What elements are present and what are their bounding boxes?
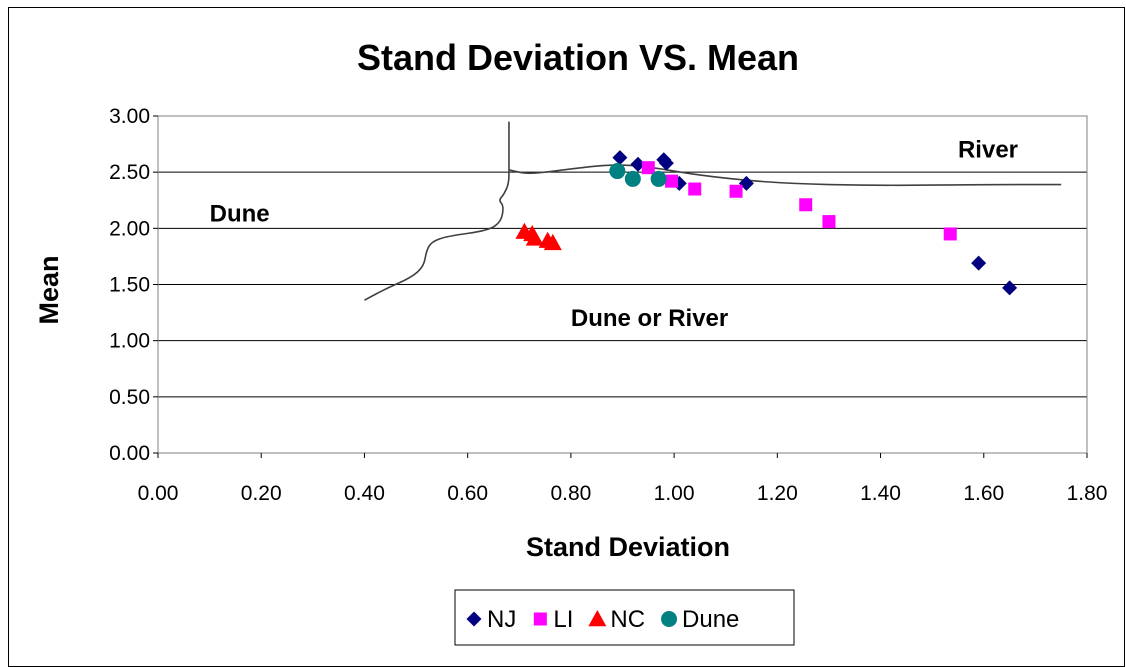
x-tick-label: 1.00 [654, 482, 695, 505]
nc-point [525, 229, 544, 246]
y-axis-title: Mean [34, 255, 64, 324]
annotation-dune: Dune [210, 201, 270, 228]
legend-label-dune: Dune [682, 606, 739, 633]
legend: NJ LI NC Dune [454, 589, 795, 646]
x-tick-label: 0.40 [344, 482, 385, 505]
annotation-river: River [958, 137, 1018, 164]
nc-point [543, 233, 562, 251]
legend-label-li: LI [553, 606, 573, 633]
x-tick-label: 1.80 [1067, 482, 1108, 505]
nj-point [612, 150, 628, 166]
dune-point [650, 170, 667, 187]
nj-point [1002, 280, 1018, 296]
li-point [943, 227, 957, 241]
li-point [688, 182, 702, 196]
x-tick-label: 0.20 [241, 482, 282, 505]
region-annotations: River Dune Dune or River [210, 137, 1018, 333]
y-tick-label: 2.00 [109, 217, 150, 240]
x-tick-label: 1.60 [963, 482, 1004, 505]
legend-label-nj: NJ [487, 606, 516, 633]
boundary-line-2 [508, 164, 1062, 187]
li-point [729, 184, 743, 198]
legend-box [454, 589, 795, 646]
dune-point [609, 163, 626, 180]
x-axis-title: Stand Deviation [526, 532, 730, 562]
legend-marker-li [533, 612, 547, 626]
nj-point [630, 156, 646, 172]
dune-point [624, 170, 641, 187]
boundary-lines [364, 121, 1062, 301]
li-point [641, 161, 655, 175]
chart-title: Stand Deviation VS. Mean [357, 37, 799, 78]
li-point [799, 198, 813, 212]
y-tick-label: 0.50 [109, 386, 150, 409]
legend-label-nc: NC [610, 606, 645, 633]
nj-point [658, 155, 674, 171]
li-point [665, 174, 679, 188]
y-tick-label: 0.00 [109, 442, 150, 465]
x-tick-label: 0.60 [447, 482, 488, 505]
legend-marker-nj [466, 611, 482, 627]
x-tick-label: 1.20 [757, 482, 798, 505]
tick-labels: 0.00 0.50 1.00 1.50 2.00 2.50 3.00 0.00 0.20 0.40… [109, 105, 1107, 505]
y-tick-label: 3.00 [109, 105, 150, 128]
y-tick-label: 2.50 [109, 161, 150, 184]
legend-marker-dune [661, 611, 678, 627]
nj-point [971, 255, 987, 271]
boundary-line-1 [364, 121, 510, 301]
y-tick-label: 1.50 [109, 274, 150, 297]
li-point [822, 215, 836, 229]
x-tick-label: 0.80 [550, 482, 591, 505]
y-tick-label: 1.00 [109, 330, 150, 353]
x-tick-label: 0.00 [138, 482, 179, 505]
annotation-dune-or-river: Dune or River [571, 305, 728, 332]
legend-marker-nc [588, 610, 607, 627]
chart-frame [8, 7, 1125, 667]
data-points [515, 150, 1018, 296]
x-tick-label: 1.40 [860, 482, 901, 505]
nj-point [738, 175, 754, 191]
